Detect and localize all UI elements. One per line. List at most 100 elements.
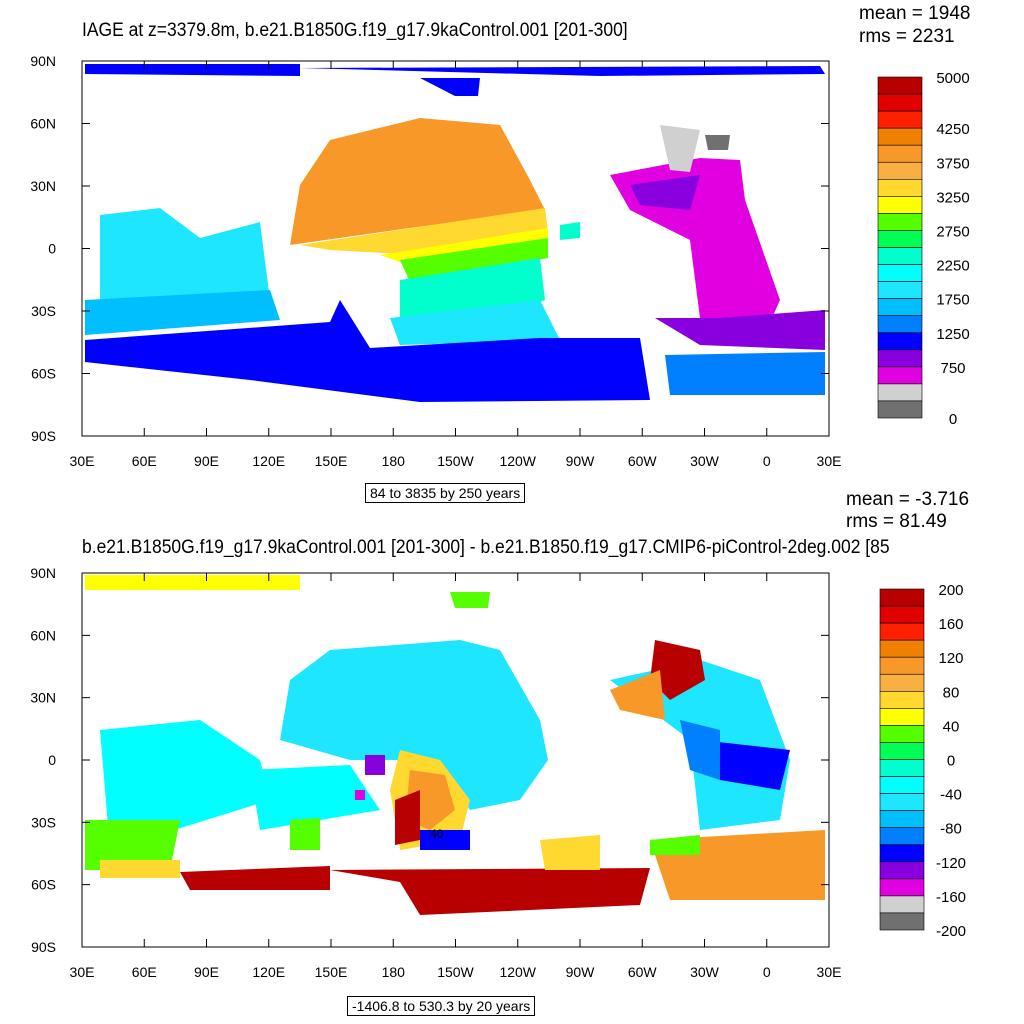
- colorbar-label: -160: [936, 889, 966, 906]
- colorbar-box: [879, 639, 925, 658]
- contour-label: 40: [430, 827, 444, 841]
- colorbar-box: [877, 127, 923, 146]
- colorbar-box: [879, 759, 925, 777]
- lon-tick-label: 90E: [194, 453, 219, 469]
- lon-tick-label: 180: [382, 964, 406, 980]
- lon-tick-label: 120W: [499, 964, 536, 980]
- lon-tick-label: 150E: [315, 453, 348, 469]
- colorbar-box: [879, 776, 925, 794]
- lat-tick-label: 60S: [31, 366, 56, 382]
- lat-tick-label: 90N: [30, 565, 56, 581]
- lon-tick-label: 60W: [628, 453, 658, 469]
- lon-tick-label: 30E: [70, 964, 95, 980]
- colorbar-label: 1750: [936, 292, 969, 309]
- colorbar-box: [877, 298, 923, 316]
- lat-tick-label: 60N: [30, 116, 56, 132]
- colorbar-label: -200: [936, 923, 966, 940]
- colorbar-label: 3250: [936, 189, 969, 206]
- lon-tick-label: 0: [763, 453, 771, 469]
- colorbar-label: 4250: [936, 121, 969, 138]
- colorbar-label: 200: [938, 582, 963, 599]
- lon-tick-label: 90W: [566, 964, 596, 980]
- lat-tick-label: 30N: [30, 690, 56, 706]
- colorbar-box: [879, 793, 925, 811]
- panel-bottom-rms: rms = 81.49: [846, 511, 947, 532]
- colorbar-box: [879, 725, 925, 743]
- axes: 30E 60E 90E 120E 150E 180 150W 120W 90W 60W 30W 0 30…: [30, 53, 841, 980]
- lon-tick-label: 60E: [132, 453, 157, 469]
- lon-tick-label: 30E: [70, 453, 95, 469]
- colorbar-box: [877, 196, 923, 214]
- lat-tick-label: 30S: [31, 303, 56, 319]
- colorbar-label: 750: [940, 360, 965, 377]
- colorbar-box: [879, 827, 925, 846]
- panel-top-title: IAGE at z=3379.8m, b.e21.B1850G.f19_g17.…: [82, 20, 628, 41]
- lat-tick-label: 60S: [31, 877, 56, 893]
- lon-tick-label: 120E: [252, 964, 285, 980]
- lon-tick-label: 0: [763, 964, 771, 980]
- panel-top-mean: mean = 1948: [859, 3, 971, 24]
- colorbar-box: [877, 400, 923, 419]
- colorbar-label: 3750: [936, 155, 969, 172]
- colorbar-label: 80: [943, 684, 960, 701]
- colorbar-box: [879, 622, 925, 641]
- panel-bottom-title: b.e21.B1850G.f19_g17.9kaControl.001 [201…: [82, 537, 890, 558]
- map-top-fields: [85, 64, 825, 402]
- colorbars: 5000 4250 3750 3250 2750 2250 1750 1250 750 0 200 1…: [877, 70, 970, 940]
- colorbar-label: -120: [936, 855, 966, 872]
- colorbar-box: [879, 912, 925, 931]
- map-bottom-fields: [85, 575, 825, 915]
- lon-tick-label: 30W: [690, 453, 720, 469]
- colorbar-box: [877, 247, 923, 265]
- colorbar-box: [879, 588, 925, 607]
- panel-bottom-mean: mean = -3.716: [846, 489, 970, 510]
- lat-tick-label: 90S: [31, 428, 56, 444]
- colorbar-box: [879, 673, 925, 692]
- colorbar-box: [877, 349, 923, 368]
- colorbar-box: [877, 230, 923, 248]
- colorbar-label: 1250: [936, 326, 969, 343]
- lon-tick-label: 60E: [132, 964, 157, 980]
- colorbar-label: 40: [943, 718, 960, 735]
- lon-tick-label: 30E: [817, 964, 842, 980]
- colorbar-box: [879, 656, 925, 675]
- colorbar-box: [877, 332, 923, 351]
- lon-tick-label: 60W: [628, 964, 658, 980]
- colorbar-box: [877, 110, 923, 129]
- panel-top-contour-info: 84 to 3835 by 250 years: [365, 483, 526, 503]
- lon-tick-label: 120W: [499, 453, 536, 469]
- colorbar-box: [877, 179, 923, 197]
- colorbar-label: 160: [938, 616, 963, 633]
- lon-tick-label: 150W: [437, 453, 474, 469]
- colorbar-label: -40: [940, 787, 962, 804]
- colorbar-box: [877, 213, 923, 231]
- colorbar-box: [879, 708, 925, 726]
- colorbar-box: [877, 161, 923, 180]
- colorbar-box: [877, 144, 923, 163]
- lat-tick-label: 30N: [30, 178, 56, 194]
- lat-tick-label: 0: [48, 752, 56, 768]
- colorbar-box: [879, 878, 925, 897]
- colorbar-label: 2250: [936, 258, 969, 275]
- lon-tick-label: 150W: [437, 964, 474, 980]
- lon-tick-label: 120E: [252, 453, 285, 469]
- colorbar-label: -80: [940, 821, 962, 838]
- colorbar-label: 120: [938, 650, 963, 667]
- colorbar-box: [879, 605, 925, 624]
- lat-tick-label: 30S: [31, 814, 56, 830]
- colorbar-label: 2750: [936, 223, 969, 240]
- lon-tick-label: 180: [382, 453, 406, 469]
- colorbar-label: 5000: [936, 70, 969, 87]
- colorbar-box: [879, 895, 925, 914]
- panel-bottom-contour-info: -1406.8 to 530.3 by 20 years: [347, 996, 536, 1016]
- colorbar-box: [877, 93, 923, 112]
- colorbar-box: [877, 315, 923, 334]
- colorbar-label: 0: [947, 753, 955, 770]
- colorbar-box: [877, 366, 923, 385]
- colorbar-box: [879, 742, 925, 760]
- lat-tick-label: 60N: [30, 627, 56, 643]
- panel-top-rms: rms = 2231: [859, 26, 955, 47]
- colorbar-box: [877, 264, 923, 282]
